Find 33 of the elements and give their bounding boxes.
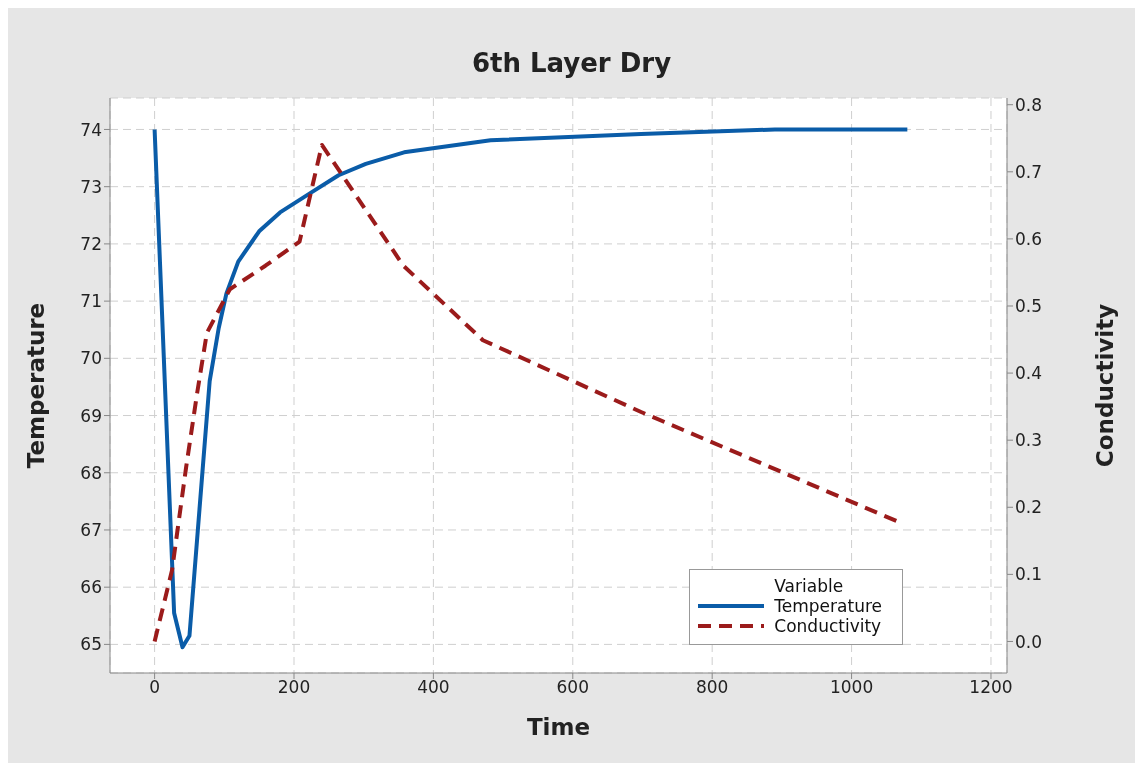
y-tick-label: 74 — [80, 119, 102, 140]
y-axis-title: Temperature — [23, 302, 50, 469]
y-tick-label: 68 — [80, 462, 102, 483]
y2-tick-label: 0.2 — [1015, 497, 1043, 518]
x-tick-label: 800 — [695, 677, 729, 698]
y-tick-label: 72 — [80, 233, 102, 254]
x-tick-label: 1200 — [969, 677, 1013, 698]
x-tick-label: 1000 — [829, 677, 874, 698]
y2-tick-label: 0.6 — [1015, 228, 1043, 249]
legend-label: Conductivity — [774, 616, 882, 636]
y2-tick-label: 0.0 — [1015, 631, 1043, 652]
x-tick-label: 200 — [277, 677, 311, 698]
y-tick-label: 66 — [80, 577, 102, 598]
y2-axis-title: Conductivity — [1092, 303, 1119, 468]
y-tick-label: 70 — [80, 348, 102, 369]
y-tick-label: 69 — [80, 405, 102, 426]
y2-tick-label: 0.8 — [1015, 94, 1043, 115]
y2-tick-label: 0.4 — [1015, 363, 1043, 384]
y2-tick-label: 0.7 — [1015, 161, 1043, 182]
chart-title: 6th Layer Dry — [470, 48, 673, 78]
x-axis-title: Time — [526, 714, 591, 740]
x-tick-label: 0 — [149, 677, 161, 698]
legend-label: Temperature — [774, 596, 882, 616]
y-tick-label: 67 — [80, 520, 102, 540]
y-tick-label: 73 — [80, 176, 102, 197]
y-tick-label: 65 — [80, 634, 102, 655]
legend-title: Variable — [773, 576, 845, 596]
y2-tick-label: 0.3 — [1015, 430, 1043, 451]
y2-tick-label: 0.1 — [1015, 564, 1043, 585]
y2-tick-label: 0.5 — [1015, 296, 1043, 317]
x-tick-label: 600 — [556, 677, 590, 698]
y-tick-label: 71 — [80, 291, 102, 312]
x-tick-label: 400 — [417, 677, 450, 698]
